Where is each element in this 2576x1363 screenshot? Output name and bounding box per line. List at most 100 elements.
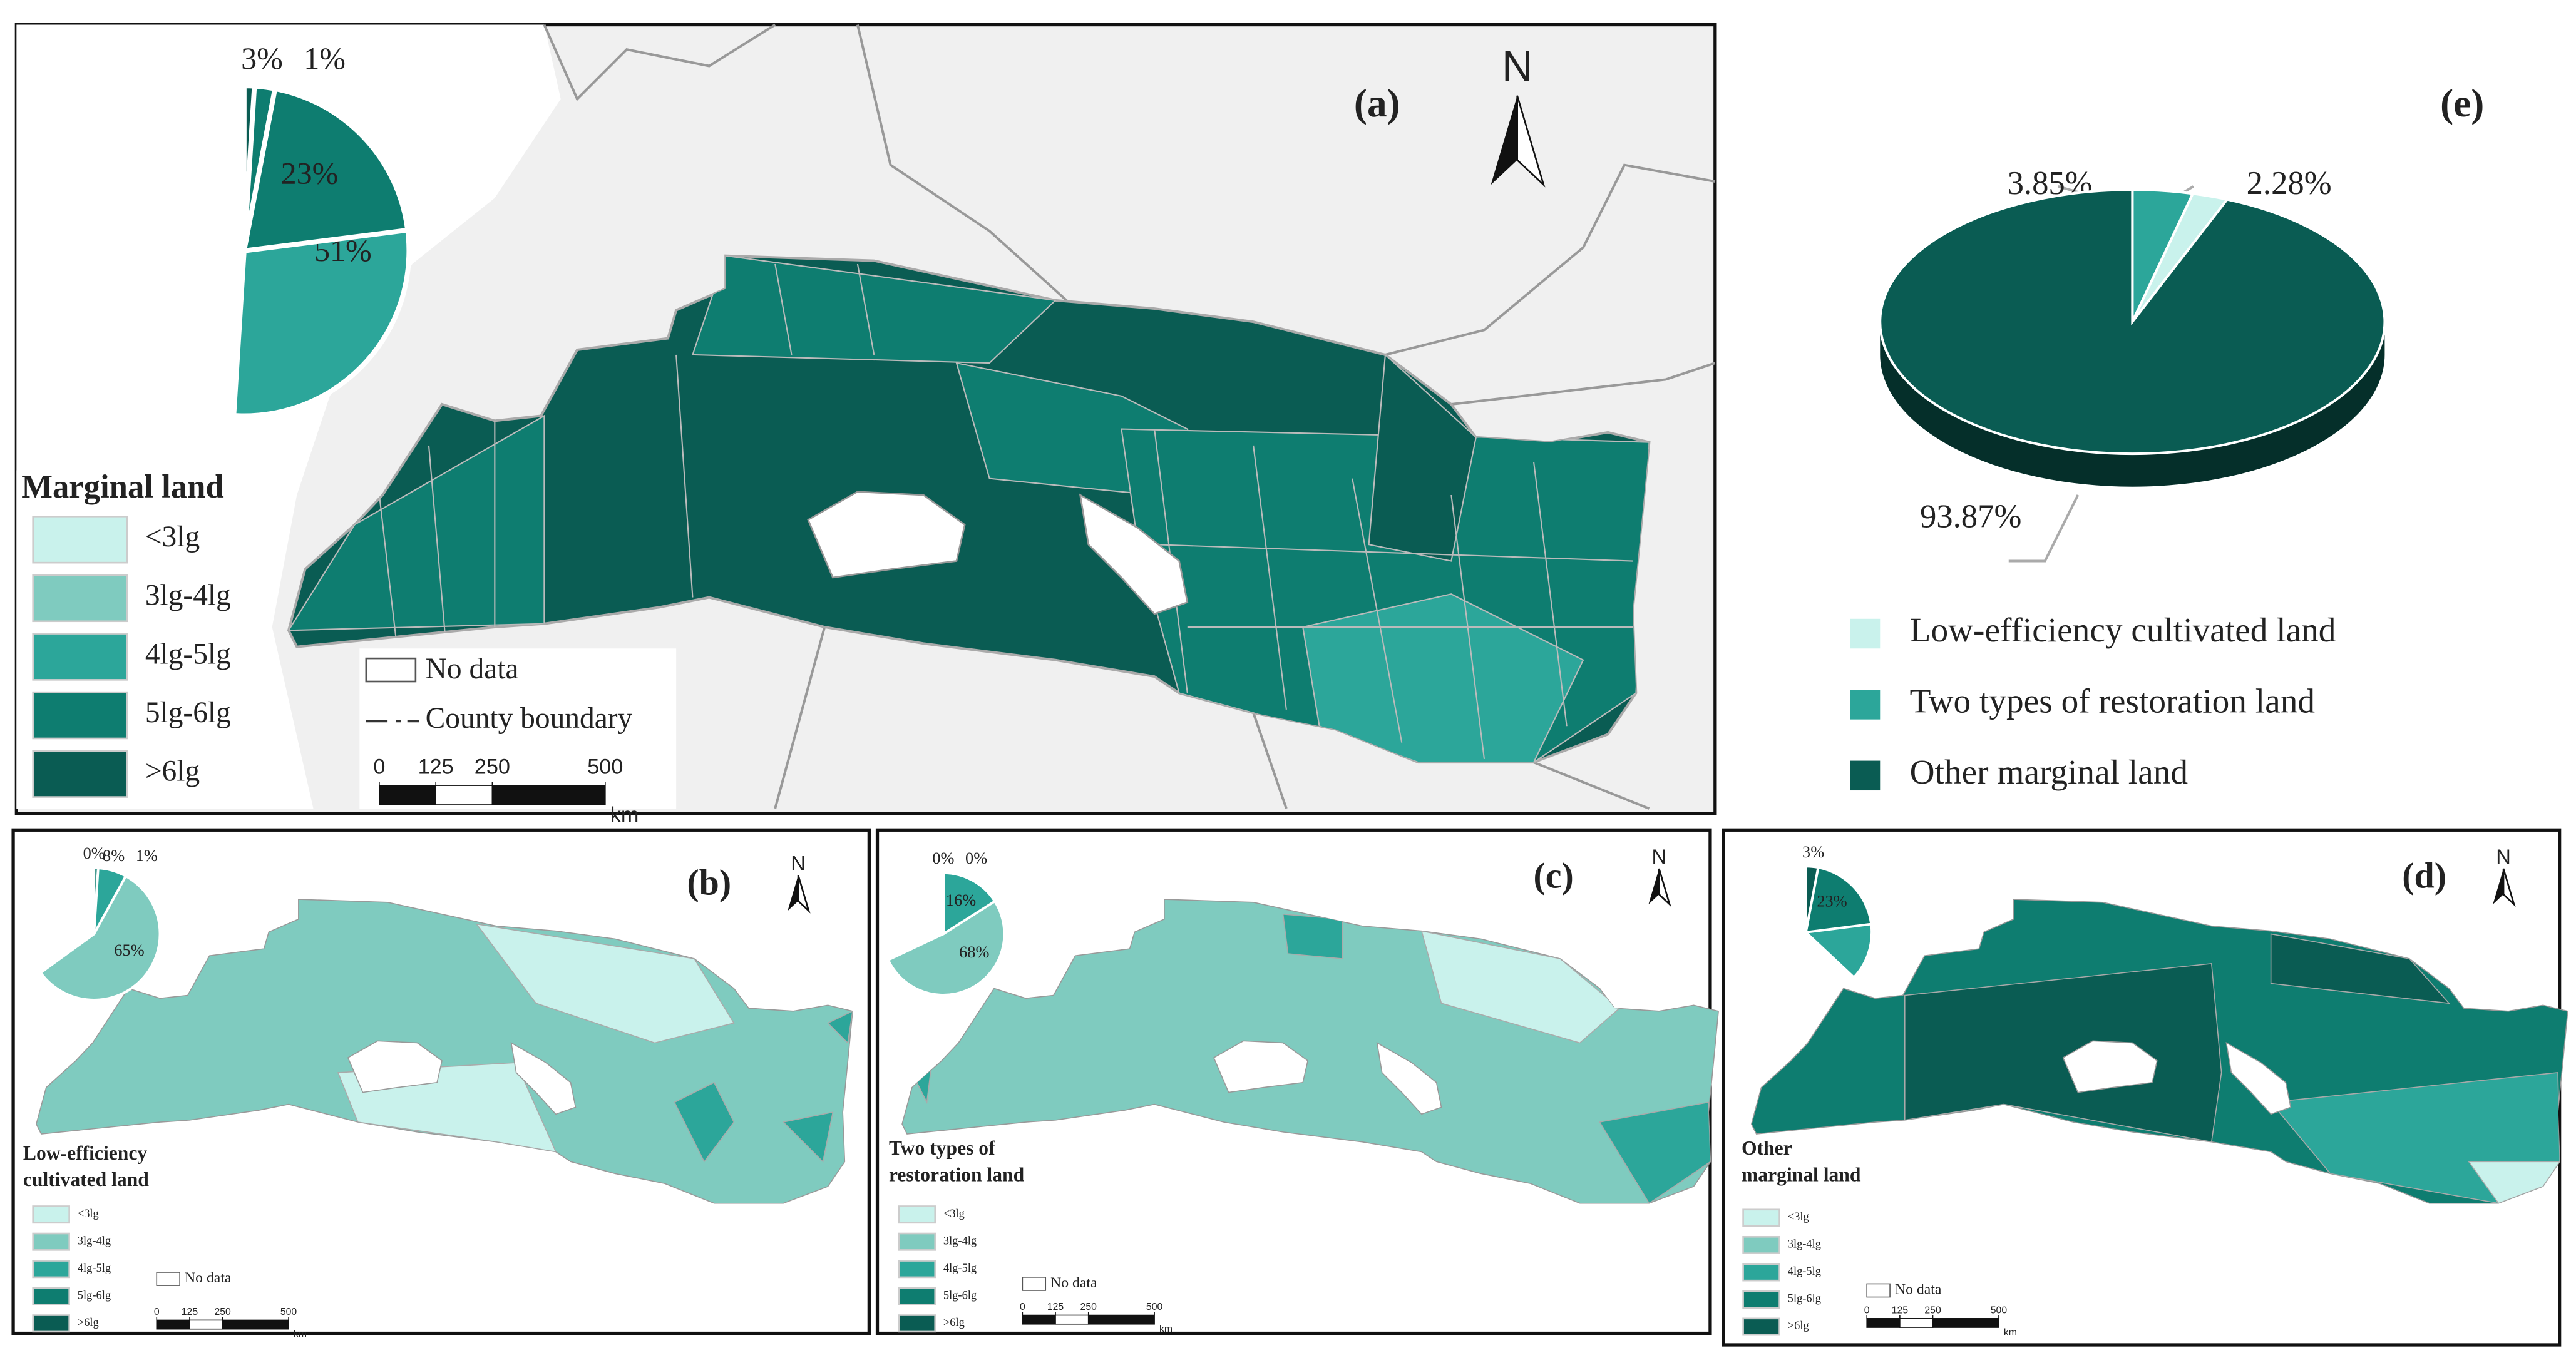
north-arrow bbox=[1658, 868, 1671, 907]
scale-bar bbox=[1866, 1318, 1901, 1328]
scale-label: 125 bbox=[1892, 1305, 1909, 1315]
legend-swatch bbox=[32, 750, 128, 798]
legend-label: No data bbox=[1895, 1281, 1942, 1297]
legend-label: Two types of restoration land bbox=[1910, 682, 2315, 720]
legend-label: 5lg-6lg bbox=[145, 697, 231, 729]
legend-title: restoration land bbox=[889, 1163, 1025, 1185]
legend-swatch bbox=[32, 516, 128, 564]
scale-unit: km bbox=[2004, 1327, 2017, 1338]
scale-label: 0 bbox=[1864, 1305, 1870, 1315]
legend-label: >6lg bbox=[78, 1316, 99, 1329]
pie-label: 0% bbox=[83, 844, 105, 862]
legend-swatch bbox=[32, 1314, 70, 1333]
legend-swatch bbox=[32, 633, 128, 681]
north-arrow bbox=[2493, 869, 2504, 904]
legend-swatch bbox=[1742, 1208, 1780, 1227]
scale-label: 250 bbox=[475, 755, 510, 779]
legend-label: No data bbox=[426, 653, 519, 685]
legend-swatch bbox=[1850, 618, 1881, 649]
pie-label: 1% bbox=[136, 847, 158, 865]
scale-bar bbox=[379, 785, 436, 805]
pie-label: 23% bbox=[1817, 892, 1847, 910]
north-label: N bbox=[1502, 42, 1532, 90]
legend-swatch bbox=[1742, 1317, 1780, 1336]
legend-swatch bbox=[1850, 760, 1881, 791]
pie-label: 93.87% bbox=[1920, 499, 2021, 535]
panel-label: (b) bbox=[687, 862, 731, 902]
pie-label: 16% bbox=[946, 891, 976, 909]
legend-label: 3lg-4lg bbox=[943, 1234, 977, 1247]
scale-label: 0 bbox=[1020, 1302, 1025, 1312]
legend-label: 4lg-5lg bbox=[78, 1262, 111, 1274]
pie-slice bbox=[942, 871, 997, 937]
scale-bar bbox=[1055, 1314, 1089, 1325]
scale-unit: km bbox=[610, 804, 639, 827]
scale-label: 250 bbox=[1080, 1302, 1097, 1312]
pie-label: 65% bbox=[114, 941, 144, 959]
pie-label: 3% bbox=[241, 41, 283, 76]
legend-label: No data bbox=[185, 1270, 232, 1286]
legend-swatch bbox=[32, 1205, 70, 1224]
legend-swatch bbox=[32, 1260, 70, 1279]
scale-label: 250 bbox=[214, 1307, 231, 1317]
north-label: N bbox=[2496, 845, 2511, 868]
pie-label: 8% bbox=[103, 847, 125, 865]
region-boundary bbox=[543, 23, 1716, 810]
scale-bar bbox=[491, 785, 606, 805]
legend-title: Other bbox=[1742, 1137, 1792, 1159]
legend-label: Low-efficiency cultivated land bbox=[1910, 611, 2336, 649]
scale-label: 500 bbox=[280, 1307, 297, 1317]
scale-bar bbox=[1022, 1314, 1056, 1325]
legend-label: 4lg-5lg bbox=[1788, 1265, 1821, 1277]
legend-label: 5lg-6lg bbox=[78, 1289, 111, 1301]
pie-slice bbox=[1804, 865, 1820, 933]
legend-label: 3lg-4lg bbox=[1788, 1238, 1821, 1250]
scale-unit: km bbox=[1159, 1324, 1173, 1334]
scale-label: 0 bbox=[154, 1307, 160, 1317]
pie-label: 3% bbox=[1802, 843, 1824, 861]
legend-swatch bbox=[32, 691, 128, 740]
scale-label: 125 bbox=[418, 755, 454, 779]
scale-bar bbox=[1087, 1314, 1155, 1325]
pie-label: 1% bbox=[304, 41, 346, 76]
scale-label: 250 bbox=[1924, 1305, 1941, 1315]
legend-swatch bbox=[898, 1287, 936, 1305]
scale-unit: km bbox=[294, 1329, 307, 1339]
legend-label: >6lg bbox=[145, 755, 200, 788]
north-arrow bbox=[797, 875, 811, 914]
no-data-swatch bbox=[1866, 1283, 1891, 1298]
panel-label: (e) bbox=[2440, 81, 2484, 125]
legend-label: <3lg bbox=[1788, 1210, 1809, 1223]
legend-label: <3lg bbox=[145, 521, 200, 553]
pie-slice bbox=[39, 866, 162, 1001]
panel-label: (c) bbox=[1533, 855, 1573, 896]
pie-slice bbox=[241, 83, 257, 252]
pie-label: 0% bbox=[965, 849, 987, 867]
legend-label: 3lg-4lg bbox=[78, 1234, 111, 1247]
legend-title: marginal land bbox=[1742, 1163, 1861, 1185]
legend-label: No data bbox=[1050, 1275, 1097, 1291]
legend-swatch bbox=[898, 1314, 936, 1333]
no-data-swatch bbox=[156, 1272, 180, 1286]
pie-slice bbox=[1879, 188, 2386, 456]
scale-label: 500 bbox=[1991, 1305, 2008, 1315]
legend-title: Marginal land bbox=[21, 469, 223, 505]
panel-label: (d) bbox=[2402, 855, 2446, 896]
north-arrow bbox=[1516, 95, 1546, 188]
legend-label: 5lg-6lg bbox=[1788, 1292, 1821, 1305]
scale-bar bbox=[1932, 1318, 1999, 1328]
scale-label: 0 bbox=[373, 755, 385, 779]
legend-label: >6lg bbox=[1788, 1319, 1809, 1332]
panel-label: (a) bbox=[1354, 81, 1400, 125]
map-d bbox=[1750, 899, 2568, 1204]
legend-label: <3lg bbox=[943, 1207, 965, 1220]
no-data-swatch bbox=[365, 657, 417, 683]
north-label: N bbox=[1651, 845, 1666, 868]
scale-bar bbox=[435, 785, 493, 805]
pie-label: 68% bbox=[959, 943, 989, 961]
scale-label: 500 bbox=[1146, 1302, 1163, 1312]
legend-label: Other marginal land bbox=[1910, 753, 2188, 791]
legend-label: County boundary bbox=[426, 702, 633, 735]
